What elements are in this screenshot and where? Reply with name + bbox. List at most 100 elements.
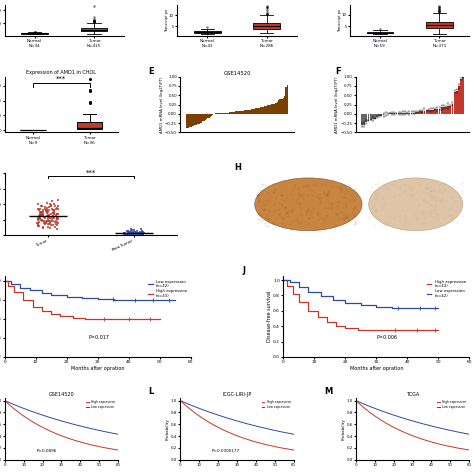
Point <box>48 197 56 205</box>
Text: ***: *** <box>86 170 96 176</box>
PathPatch shape <box>254 23 280 29</box>
Bar <box>381 114 383 116</box>
Bar <box>458 86 460 114</box>
Point <box>46 215 54 222</box>
Y-axis label: Disease-free survival: Disease-free survival <box>267 291 272 342</box>
Bar <box>255 109 256 114</box>
Title: GSE14520: GSE14520 <box>48 392 74 397</box>
Bar <box>410 113 412 114</box>
Point <box>124 230 132 237</box>
Point <box>48 206 56 213</box>
Bar <box>374 114 376 118</box>
Point <box>44 204 51 212</box>
Text: L: L <box>149 387 154 396</box>
Point <box>51 202 59 210</box>
Point <box>138 228 146 236</box>
Text: M: M <box>324 387 332 396</box>
Point <box>43 209 51 217</box>
Point <box>122 229 129 237</box>
Point <box>121 230 129 237</box>
Point <box>130 230 138 238</box>
Text: P=0.017: P=0.017 <box>88 335 109 340</box>
Point <box>136 229 143 237</box>
Point <box>52 211 60 219</box>
Point <box>140 230 147 237</box>
Bar <box>248 109 250 114</box>
Point <box>54 219 62 227</box>
Point <box>131 229 139 237</box>
Point <box>128 230 135 237</box>
Bar <box>254 109 255 114</box>
Bar <box>267 105 268 114</box>
Point <box>130 229 137 237</box>
Bar <box>203 114 204 121</box>
Point <box>43 212 51 220</box>
Bar <box>269 105 270 114</box>
Point <box>136 231 144 238</box>
Point <box>127 226 135 233</box>
Point <box>133 228 141 235</box>
Point <box>53 214 61 222</box>
Bar <box>275 103 276 114</box>
Point <box>49 210 56 217</box>
PathPatch shape <box>77 122 102 129</box>
Text: J: J <box>243 266 246 275</box>
Bar <box>227 113 228 114</box>
Point <box>39 209 47 216</box>
Bar <box>228 112 229 114</box>
Point <box>40 210 47 218</box>
Point <box>34 219 42 227</box>
Point <box>121 231 128 238</box>
Point <box>35 206 43 213</box>
Point <box>139 230 147 238</box>
Point <box>120 229 128 237</box>
Point <box>53 218 60 225</box>
Point <box>41 220 49 228</box>
Point <box>123 231 131 239</box>
Bar <box>206 114 207 119</box>
Bar <box>282 99 283 114</box>
Point <box>34 200 41 208</box>
Point <box>50 207 58 215</box>
Point <box>128 231 136 238</box>
Bar <box>441 108 443 114</box>
Point <box>120 230 128 238</box>
Point <box>125 229 132 237</box>
Bar <box>400 113 401 114</box>
Bar <box>226 113 227 114</box>
Bar <box>222 113 223 114</box>
Point <box>50 208 57 216</box>
Point <box>121 231 128 238</box>
Point <box>37 208 45 216</box>
Text: H: H <box>235 163 242 172</box>
Point <box>50 212 57 220</box>
Point <box>50 210 57 217</box>
Point <box>54 210 61 218</box>
Bar <box>273 103 275 114</box>
Bar <box>265 106 267 114</box>
Bar <box>285 87 286 114</box>
Point <box>45 203 53 211</box>
Bar <box>242 110 243 114</box>
Point <box>131 229 139 237</box>
Point <box>37 210 45 217</box>
Point <box>124 228 131 235</box>
Point <box>54 210 61 218</box>
Point <box>43 207 51 215</box>
Point <box>44 214 52 222</box>
Legend: High expression, Low expression: High expression, Low expression <box>260 399 292 410</box>
Point <box>133 231 140 239</box>
Text: ***: *** <box>56 76 66 82</box>
Bar <box>278 100 279 114</box>
Bar <box>251 109 252 114</box>
Bar <box>195 114 196 125</box>
PathPatch shape <box>81 28 108 31</box>
Bar <box>243 110 244 114</box>
Bar <box>367 114 369 120</box>
Point <box>120 229 128 237</box>
Bar <box>232 112 234 114</box>
Point <box>139 228 147 236</box>
Bar <box>250 109 251 114</box>
Bar <box>240 111 242 114</box>
Bar <box>235 111 236 114</box>
